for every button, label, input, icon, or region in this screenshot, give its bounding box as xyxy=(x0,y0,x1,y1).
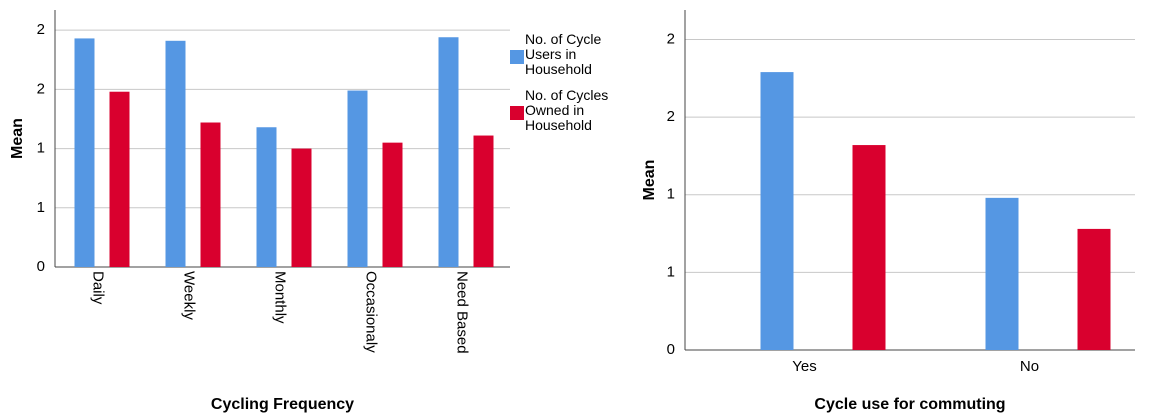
y-tick-label: 1 xyxy=(37,140,45,157)
x-tick-label: Weekly xyxy=(181,271,198,320)
bar xyxy=(1077,228,1111,350)
legend-label: No. of Cycles Owned in Household xyxy=(525,88,609,133)
bar xyxy=(165,40,186,267)
y-tick-label: 0 xyxy=(667,341,675,358)
y-tick-label: 2 xyxy=(667,30,675,47)
bar xyxy=(473,135,494,267)
y-tick-label: 1 xyxy=(667,186,675,203)
y-tick-label: 2 xyxy=(37,80,45,97)
legend-entry: No. of Cycle Users in Household xyxy=(525,32,602,77)
x-axis-title: Cycling Frequency xyxy=(211,396,354,413)
bar xyxy=(760,72,794,350)
y-tick-label: 2 xyxy=(667,108,675,125)
x-axis-title: Cycle use for commuting xyxy=(814,396,1005,413)
bar xyxy=(438,37,459,268)
x-tick-label: Monthly xyxy=(272,271,289,324)
legend-entry: No. of Cycles Owned in Household xyxy=(525,88,609,133)
bar xyxy=(382,142,403,267)
y-tick-label: 1 xyxy=(667,263,675,280)
bar xyxy=(852,145,886,350)
y-tick-label: 1 xyxy=(37,199,45,216)
bar xyxy=(74,38,95,267)
x-tick-label: Occasionaly xyxy=(363,271,380,353)
x-tick-label: Daily xyxy=(90,271,107,305)
y-axis-title: Mean xyxy=(9,118,26,159)
y-tick-label: 0 xyxy=(37,258,45,275)
legend-swatch xyxy=(510,50,524,64)
bar xyxy=(985,197,1019,350)
bar xyxy=(347,90,368,267)
bar xyxy=(291,148,312,267)
x-tick-label: No xyxy=(1020,358,1039,375)
bar xyxy=(109,91,130,267)
bar xyxy=(256,127,277,268)
legend-label: No. of Cycle Users in Household xyxy=(525,32,602,77)
bar xyxy=(200,122,221,267)
y-tick-label: 2 xyxy=(37,21,45,38)
legend-swatch xyxy=(510,106,524,120)
x-tick-label: Yes xyxy=(792,358,816,375)
x-tick-label: Need Based xyxy=(454,271,471,354)
y-axis-title: Mean xyxy=(641,160,658,201)
